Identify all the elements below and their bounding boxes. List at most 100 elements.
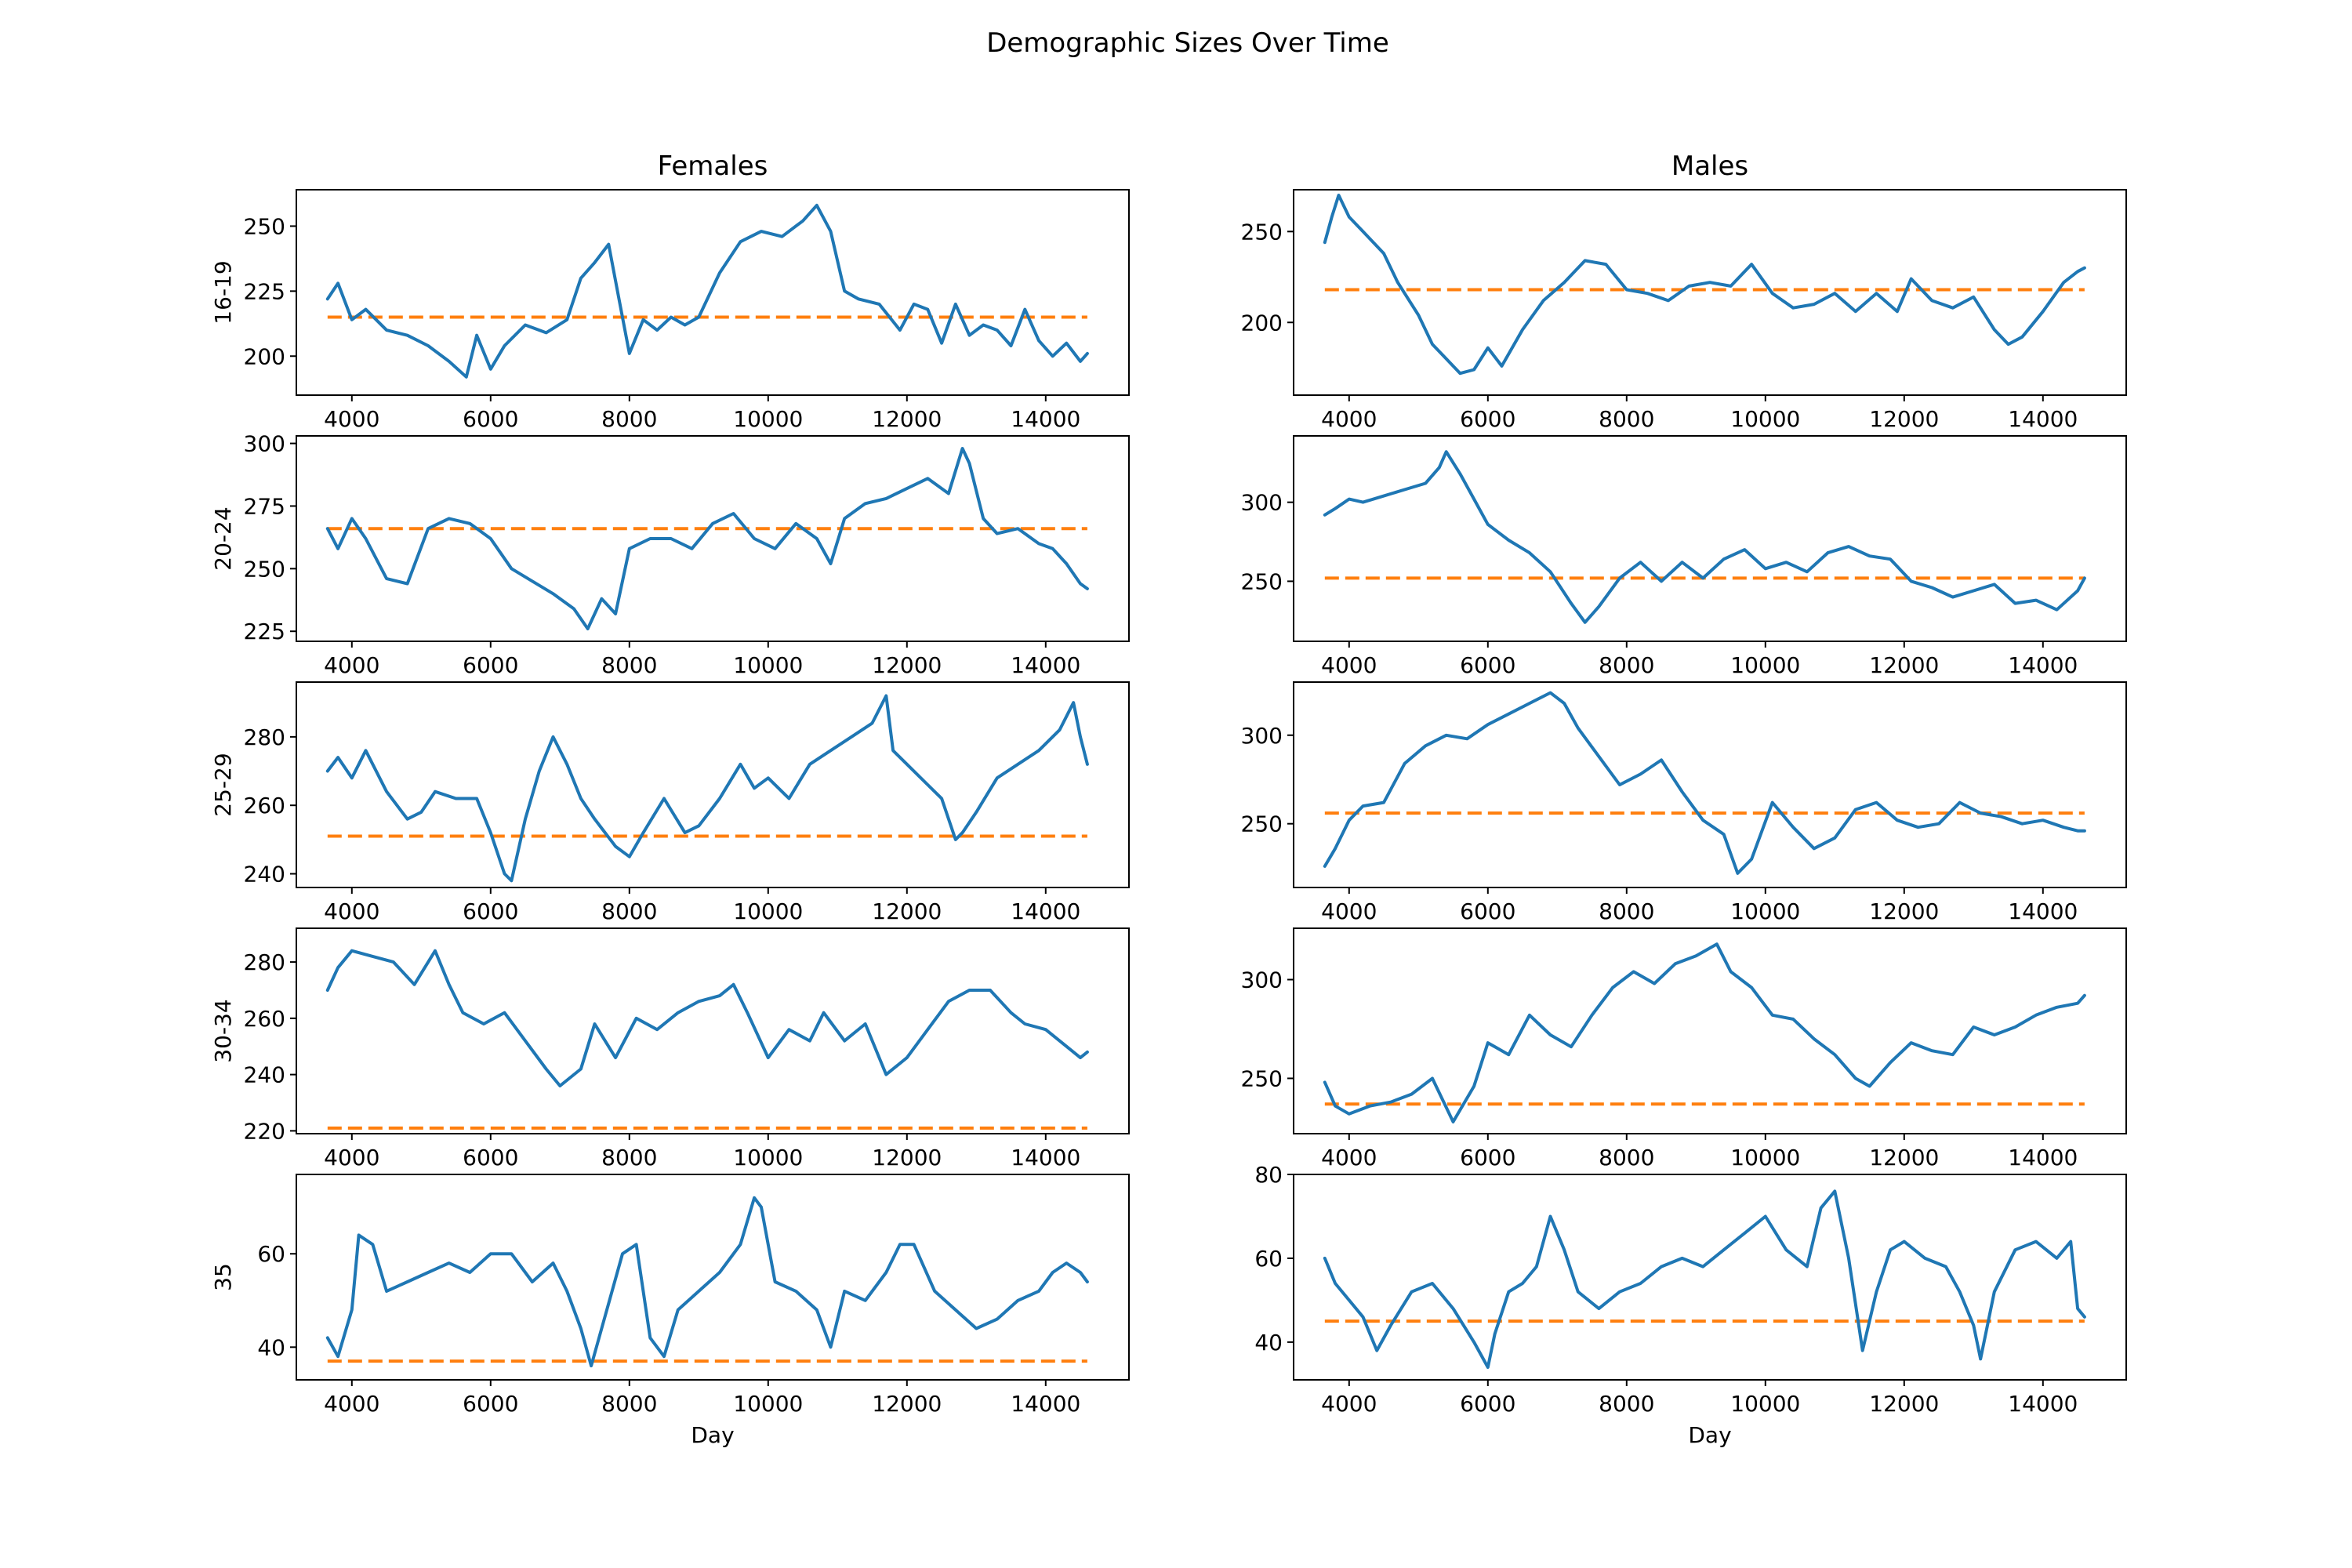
x-tick-label: 4000 <box>1321 898 1377 924</box>
subplot-males-row-4: 4000 6000 8000 10000 12000 14000 250 300 <box>1241 927 2127 1171</box>
x-tick-label: 10000 <box>733 898 803 924</box>
x-tick-label: 6000 <box>463 1145 518 1171</box>
plot-frame <box>296 435 1130 642</box>
x-tick-label: 12000 <box>1869 898 1939 924</box>
y-tick-label: 250 <box>1241 219 1283 245</box>
plot-frame <box>296 1174 1130 1381</box>
x-tick-label: 4000 <box>1321 1145 1377 1171</box>
x-tick-label: 6000 <box>1460 898 1515 924</box>
x-axis-label-females: Day <box>691 1422 734 1448</box>
plot-frame <box>296 681 1130 888</box>
plot-frame <box>296 927 1130 1134</box>
x-tick-label: 8000 <box>601 898 657 924</box>
x-tick-label: 12000 <box>872 1145 942 1171</box>
x-tick-label: 4000 <box>1321 406 1377 432</box>
y-tick-label: 260 <box>244 793 285 818</box>
x-tick-label: 10000 <box>733 1145 803 1171</box>
x-tick-label: 8000 <box>1599 1145 1654 1171</box>
x-tick-label: 6000 <box>463 1391 518 1417</box>
y-tick-label: 240 <box>244 862 285 887</box>
x-tick-label: 4000 <box>324 1391 379 1417</box>
y-tick-label: 300 <box>1241 723 1283 749</box>
plot-frame <box>1293 927 2127 1134</box>
x-tick-label: 12000 <box>1869 652 1939 678</box>
y-tick-label: 225 <box>244 278 285 304</box>
y-axis-label: 20-24 <box>210 506 236 570</box>
x-tick-label: 10000 <box>1730 1145 1800 1171</box>
column-title-females: Females <box>658 151 768 182</box>
x-tick-label: 8000 <box>1599 1391 1654 1417</box>
y-tick-label: 40 <box>257 1334 285 1360</box>
plot-frame <box>1293 681 2127 888</box>
subplot-females-row-3: 4000 6000 8000 10000 12000 14000 240 260 280 25-2… <box>210 681 1130 924</box>
x-tick-label: 10000 <box>1730 1391 1800 1417</box>
x-tick-label: 8000 <box>1599 652 1654 678</box>
y-tick-label: 250 <box>1241 1065 1283 1091</box>
series-line <box>1323 450 2086 624</box>
x-tick-label: 8000 <box>601 652 657 678</box>
x-tick-label: 10000 <box>733 652 803 678</box>
x-tick-label: 14000 <box>2008 898 2078 924</box>
x-tick-label: 10000 <box>1730 898 1800 924</box>
x-tick-label: 8000 <box>601 1145 657 1171</box>
y-tick-label: 240 <box>244 1062 285 1088</box>
y-tick-label: 200 <box>1241 310 1283 336</box>
x-tick-label: 4000 <box>324 652 379 678</box>
plot-frame <box>1293 1174 2127 1381</box>
x-tick-label: 8000 <box>1599 406 1654 432</box>
y-tick-label: 60 <box>1254 1246 1283 1272</box>
subplot-females-row-2: 4000 6000 8000 10000 12000 14000 225 250 275 300 2… <box>210 431 1130 678</box>
subplot-females-row-5: 4000 6000 8000 10000 12000 14000 40 60 35 <box>210 1174 1130 1417</box>
subplot-grid: 4000 6000 8000 10000 12000 14000 200 225 250 16-1… <box>210 189 2127 1417</box>
x-tick-label: 12000 <box>872 406 942 432</box>
subplot-males-row-3: 4000 6000 8000 10000 12000 14000 250 300 <box>1241 681 2127 924</box>
x-tick-label: 14000 <box>1011 1145 1080 1171</box>
x-tick-label: 14000 <box>2008 652 2078 678</box>
y-axis-label: 30-34 <box>210 999 236 1062</box>
x-tick-label: 14000 <box>1011 652 1080 678</box>
x-tick-label: 10000 <box>1730 406 1800 432</box>
x-tick-label: 6000 <box>1460 652 1515 678</box>
subplot-males-row-1: 4000 6000 8000 10000 12000 14000 200 250 <box>1241 189 2127 432</box>
y-tick-label: 280 <box>244 949 285 975</box>
x-tick-label: 6000 <box>463 652 518 678</box>
y-tick-label: 250 <box>244 556 285 582</box>
x-tick-label: 14000 <box>2008 1145 2078 1171</box>
y-tick-label: 60 <box>257 1241 285 1267</box>
y-axis-label: 25-29 <box>210 753 236 816</box>
subplot-males-row-2: 4000 6000 8000 10000 12000 14000 250 300 <box>1241 435 2127 678</box>
x-tick-label: 14000 <box>2008 1391 2078 1417</box>
x-tick-label: 6000 <box>463 898 518 924</box>
x-tick-label: 14000 <box>1011 406 1080 432</box>
subplot-males-row-5: 4000 6000 8000 10000 12000 14000 40 60 80 <box>1254 1162 2127 1417</box>
y-tick-label: 260 <box>244 1006 285 1032</box>
x-tick-label: 12000 <box>872 1391 942 1417</box>
x-tick-label: 14000 <box>1011 1391 1080 1417</box>
y-tick-label: 220 <box>244 1118 285 1144</box>
subplot-females-row-4: 4000 6000 8000 10000 12000 14000 220 240 260 280 3… <box>210 927 1130 1171</box>
series-line <box>325 949 1089 1087</box>
x-tick-label: 6000 <box>463 406 518 432</box>
y-tick-label: 80 <box>1254 1162 1283 1188</box>
series-line <box>325 1196 1089 1368</box>
column-title-males: Males <box>1671 151 1748 182</box>
series-line <box>1323 942 2086 1123</box>
x-tick-label: 12000 <box>872 652 942 678</box>
x-tick-label: 6000 <box>1460 406 1515 432</box>
series-line <box>1323 194 2086 376</box>
y-tick-label: 250 <box>244 213 285 239</box>
x-axis-label-males: Day <box>1688 1422 1731 1448</box>
x-tick-label: 8000 <box>601 1391 657 1417</box>
x-tick-label: 10000 <box>1730 652 1800 678</box>
series-line <box>325 203 1089 379</box>
x-tick-label: 10000 <box>733 406 803 432</box>
x-tick-label: 12000 <box>1869 1391 1939 1417</box>
x-tick-label: 14000 <box>1011 898 1080 924</box>
x-tick-label: 4000 <box>324 1145 379 1171</box>
y-tick-label: 250 <box>1241 811 1283 837</box>
y-tick-label: 200 <box>244 343 285 369</box>
plot-frame <box>1293 435 2127 642</box>
y-tick-label: 280 <box>244 724 285 750</box>
y-tick-label: 40 <box>1254 1330 1283 1356</box>
